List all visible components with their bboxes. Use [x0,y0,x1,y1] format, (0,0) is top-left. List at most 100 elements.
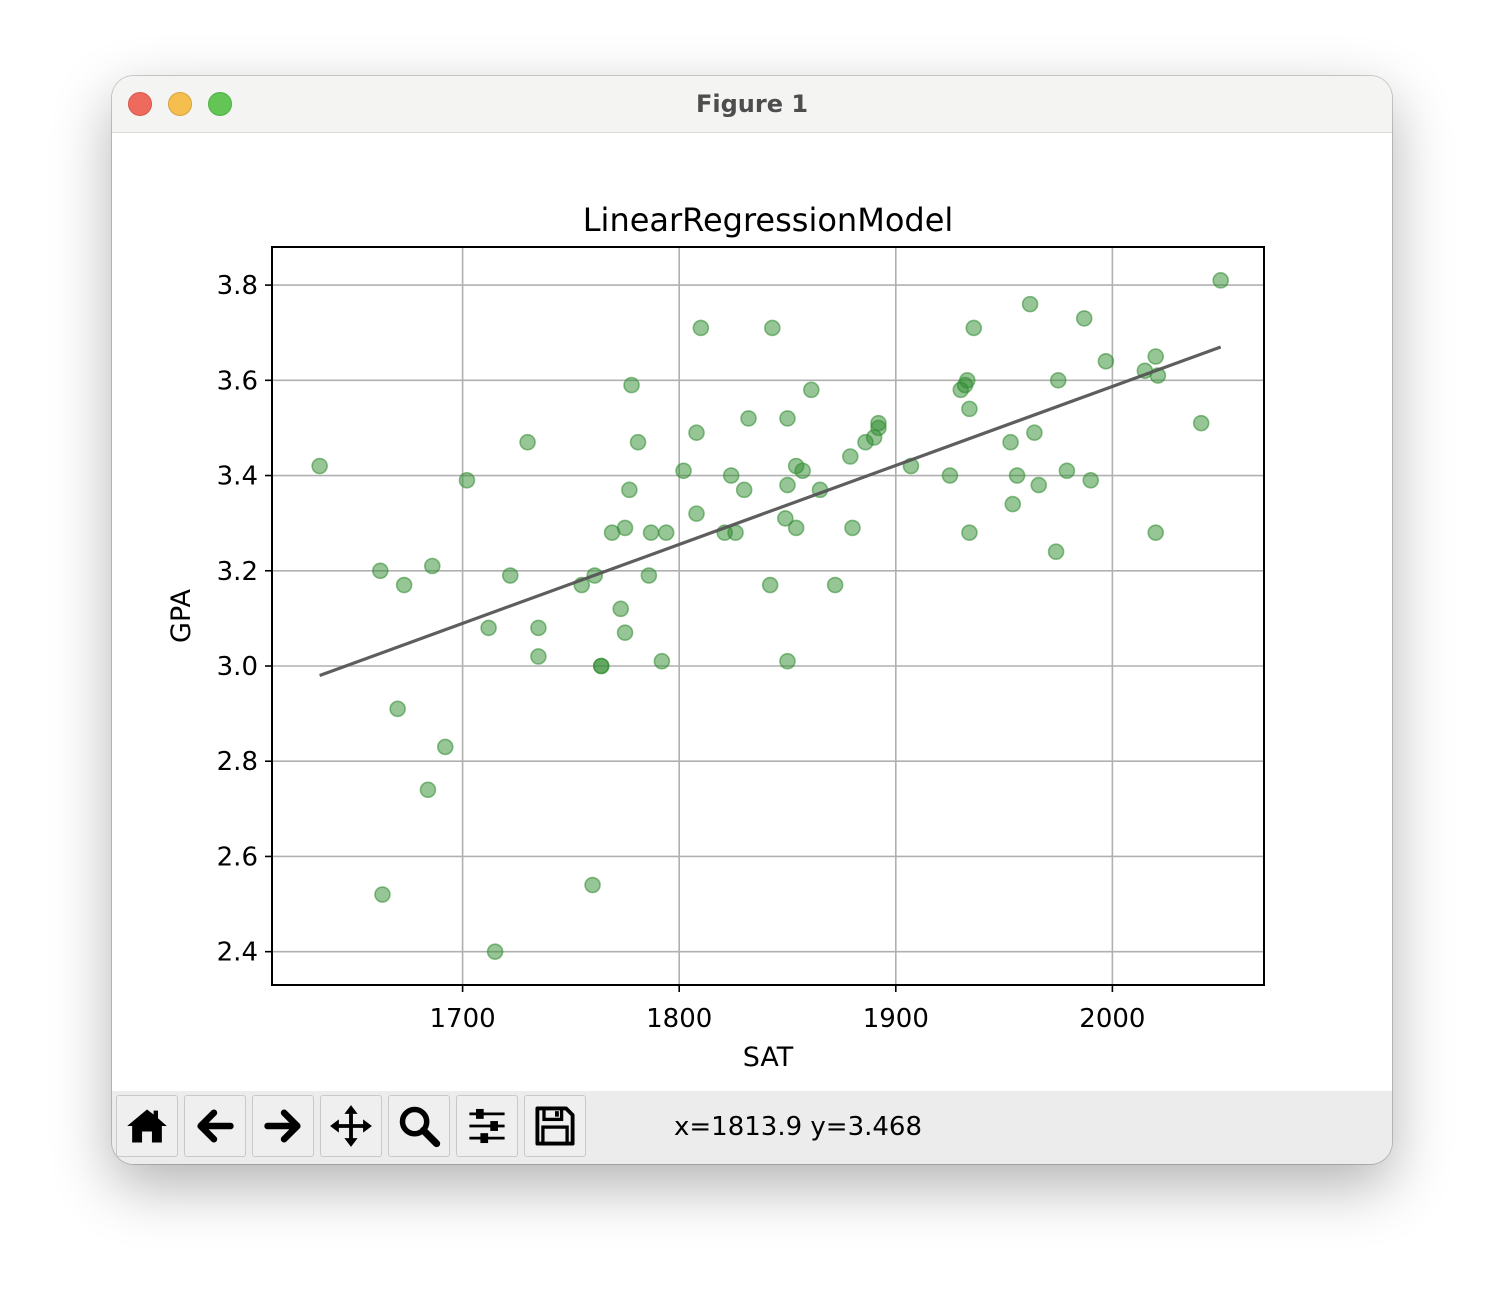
y-tick-label: 3.4 [217,462,258,492]
data-point [842,448,859,465]
y-tick-label: 3.8 [217,271,258,301]
data-point [1049,372,1067,389]
y-axis-label: GPA [166,588,197,642]
figure-canvas[interactable]: 1700 1800 1900 2000 2.4 2.6 2.8 3.0 3.2 3.4 3.6 3.8… [112,133,1392,1091]
data-point [436,738,454,756]
data-point [740,410,757,427]
data-point [501,567,519,584]
data-point [1192,414,1210,432]
data-points [311,272,1229,960]
y-tick-label: 2.8 [217,747,258,777]
data-point [722,467,740,484]
grid [272,247,1264,985]
move-icon [330,1105,372,1147]
data-point [653,652,671,670]
home-icon [127,1109,167,1143]
configure-subplots-button[interactable] [456,1095,518,1157]
scatter-chart[interactable]: 1700 1800 1900 2000 2.4 2.6 2.8 3.0 3.2 3.4 3.6 3.8… [112,133,1392,1091]
data-point [1021,295,1039,313]
plot-frame [271,246,1265,986]
data-point [480,619,497,637]
data-point [1026,424,1043,441]
forward-button[interactable] [252,1095,314,1157]
sliders-icon [469,1108,505,1144]
data-point [779,652,796,670]
data-point [612,600,630,618]
regression-line-layer [319,345,1222,678]
home-button[interactable] [116,1095,178,1157]
data-point [777,510,794,527]
data-point [764,319,781,337]
data-point [675,462,692,480]
data-point [779,410,796,427]
data-point [1030,476,1048,494]
data-point [657,524,675,541]
data-point [1147,524,1165,541]
data-point [640,567,658,584]
y-tick-label: 3.2 [217,557,258,587]
arrow-right-icon [264,1109,301,1143]
data-point [761,576,779,594]
data-point [787,519,805,537]
data-point [374,886,391,903]
data-point [621,481,638,499]
data-point [1212,272,1229,289]
window-title: Figure 1 [695,90,809,118]
data-point [688,505,705,522]
zoom-window-button[interactable] [208,92,232,116]
data-point [794,462,811,480]
data-point [423,557,441,575]
data-point [486,943,504,960]
cursor-coordinates: x=1813.9 y=3.468 [674,1112,923,1142]
floppy-disk-icon [535,1106,575,1146]
data-point [688,424,705,441]
data-point [1004,495,1022,513]
data-point [965,319,983,337]
save-button[interactable] [524,1095,586,1157]
pan-button[interactable] [320,1095,382,1157]
data-point [826,576,844,594]
data-point [592,657,610,675]
chart-title: LinearRegressionModel [583,201,954,239]
data-point [311,457,328,475]
data-point [961,400,978,418]
data-point [642,524,660,541]
navigation-toolbar: x=1813.9 y=3.468 [112,1091,1392,1164]
data-point [530,648,547,665]
data-point [1147,348,1165,365]
data-point [530,619,547,637]
data-point [735,481,753,499]
data-point [371,562,389,580]
y-tick-label: 3.6 [217,366,258,396]
data-point [629,433,647,451]
data-point [623,376,640,394]
zoom-button[interactable] [388,1095,450,1157]
data-point [1047,543,1065,561]
arrow-left-icon [197,1109,234,1143]
x-tick-label: 1700 [430,1004,496,1034]
data-point [803,381,820,399]
data-point [1082,472,1100,489]
x-tick-label: 2000 [1079,1004,1145,1034]
data-point [961,524,978,541]
data-point [395,576,413,594]
regression-line [319,345,1222,678]
magnifier-icon [399,1106,441,1148]
minimize-button[interactable] [168,92,192,116]
data-point [389,700,406,718]
y-tick-label: 3.0 [217,652,258,682]
data-point [870,414,887,432]
axis-ticks: 1700 1800 1900 2000 2.4 2.6 2.8 3.0 3.2 3.4 3.6 3.8 [217,271,1146,1034]
close-button[interactable] [128,92,152,116]
data-point [941,467,959,484]
y-tick-label: 2.6 [217,842,258,872]
data-point [519,433,536,451]
x-tick-label: 1800 [646,1004,712,1034]
plot-area [272,247,1264,985]
data-point [1097,352,1115,370]
back-button[interactable] [184,1095,246,1157]
figure-window: Figure 1 1700 1800 1900 2000 2.4 2.6 2.8 3.0 3.2… [112,76,1392,1164]
data-point [419,781,437,799]
y-tick-label: 2.4 [217,938,258,968]
data-point [1008,467,1026,484]
